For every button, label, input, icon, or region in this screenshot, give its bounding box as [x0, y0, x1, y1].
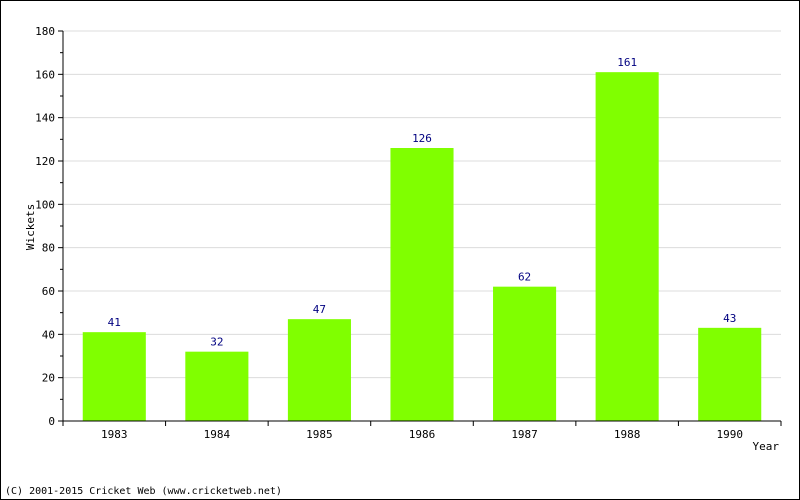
- y-tick-label: 60: [42, 285, 55, 298]
- bar-value-label: 41: [108, 316, 121, 329]
- y-tick-label: 40: [42, 328, 55, 341]
- bar-value-label: 126: [412, 132, 432, 145]
- y-tick-label: 160: [35, 68, 55, 81]
- x-axis-title: Year: [753, 440, 780, 453]
- x-tick-label: 1986: [409, 428, 436, 441]
- x-tick-label: 1983: [101, 428, 128, 441]
- bars: [82, 72, 762, 422]
- bar-1990: [698, 327, 762, 421]
- bar-value-label: 47: [313, 303, 326, 316]
- bar-1988: [595, 72, 659, 422]
- bar-1983: [82, 332, 146, 421]
- y-tick-label: 20: [42, 372, 55, 385]
- y-tick-label: 180: [35, 25, 55, 38]
- bar-1987: [493, 286, 557, 421]
- bar-value-label: 161: [617, 56, 637, 69]
- y-tick-label: 120: [35, 155, 55, 168]
- bar-1986: [390, 148, 454, 421]
- x-tick-label: 1984: [204, 428, 231, 441]
- y-tick-label: 140: [35, 112, 55, 125]
- y-tick-label: 0: [48, 415, 55, 428]
- y-tick-label: 80: [42, 242, 55, 255]
- bar-value-label: 32: [210, 336, 223, 349]
- x-tick-label: 1990: [716, 428, 743, 441]
- bar-value-label: 43: [723, 312, 736, 325]
- bar-1984: [185, 351, 249, 421]
- y-tick-label: 100: [35, 198, 55, 211]
- x-tick-label: 1987: [511, 428, 538, 441]
- y-axis-title: Wickets: [24, 204, 37, 250]
- x-tick-label: 1985: [306, 428, 333, 441]
- copyright-footer: (C) 2001-2015 Cricket Web (www.cricketwe…: [5, 486, 282, 497]
- bar-value-label: 62: [518, 271, 531, 284]
- bar-1985: [287, 319, 351, 421]
- x-tick-label: 1988: [614, 428, 641, 441]
- labels: 0 20 40 60 80 100 120 140 160 180 41 1983 32 1984 47 19…: [35, 25, 743, 441]
- axes: [58, 30, 782, 426]
